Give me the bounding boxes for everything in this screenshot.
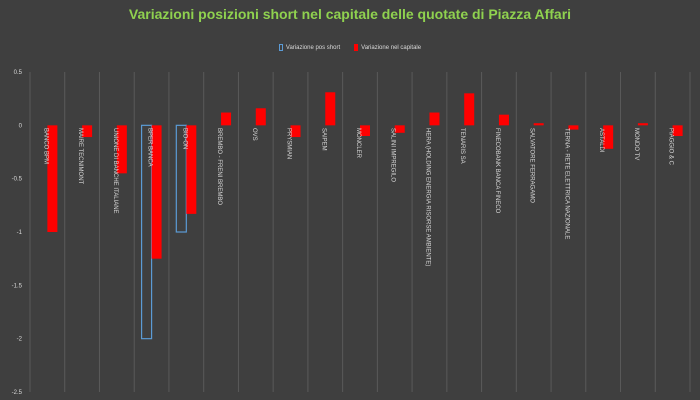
bar-capitale — [151, 125, 162, 259]
category-label: MONCLER — [355, 128, 361, 159]
y-tick-label: -1.5 — [12, 283, 23, 289]
bar-capitale — [255, 108, 266, 126]
category-label: HERA (HOLDING ENERGIA RISORSE AMBIENTE) — [424, 128, 430, 266]
category-label: OVS — [251, 128, 257, 141]
bar-capitale — [568, 125, 579, 130]
legend-swatch-capitale — [354, 44, 359, 51]
bar-capitale — [394, 125, 405, 133]
category-label: BANCO BPM — [42, 128, 48, 164]
y-tick-label: -2 — [17, 337, 23, 343]
bar-capitale — [672, 125, 683, 136]
chart-title: Variazioni posizioni short nel capitale … — [128, 6, 572, 22]
y-tick-label: -1 — [17, 230, 23, 236]
y-tick-label: -0.5 — [12, 177, 23, 183]
category-label: MONDO TV — [633, 128, 639, 160]
category-label: ASTALDI — [598, 128, 604, 153]
bar-capitale — [498, 114, 509, 126]
y-tick-label: 0 — [19, 123, 23, 129]
category-label: SAIPEM — [320, 128, 326, 151]
bar-capitale — [47, 125, 58, 232]
y-tick-label: 0.5 — [14, 70, 23, 76]
bar-capitale — [186, 125, 197, 214]
category-label: FINECOBANK BANCA FINECO — [494, 128, 500, 214]
bar-capitale — [603, 125, 614, 149]
chart-legend: Variazione pos short Variazione nel capi… — [0, 44, 700, 51]
category-label: MAIRE TECNIMONT — [77, 128, 83, 185]
category-label: UNIONE DI BANCHE ITALIANE — [112, 128, 118, 214]
bar-capitale — [533, 123, 544, 126]
category-label: BREMBO - FRENI BREMBO — [216, 128, 222, 205]
bar-capitale — [360, 125, 370, 136]
category-label: PRYSMIAN — [286, 128, 292, 159]
y-tick-label: -2.5 — [12, 390, 23, 396]
bar-capitale — [464, 93, 475, 126]
bar-capitale — [116, 125, 127, 174]
bar-capitale — [637, 123, 648, 126]
bar-capitale — [82, 125, 93, 138]
legend-label-capitale: Variazione nel capitale — [361, 44, 422, 51]
legend-label-short: Variazione pos short — [285, 44, 341, 51]
bar-capitale — [290, 125, 301, 138]
bar-capitale — [221, 112, 232, 126]
category-label: TENARIS SA — [459, 128, 465, 164]
bar-capitale — [325, 92, 336, 126]
legend-swatch-short — [278, 44, 283, 51]
category-label: SALINI IMPREGILO — [390, 128, 396, 182]
category-label: TERNA - RETE ELETTRICA NAZIONALE — [563, 128, 569, 239]
category-label: PIAGGIO & C — [668, 128, 674, 166]
category-label: SALVATORE FERRAGAMO — [529, 128, 535, 203]
bar-capitale — [429, 112, 440, 126]
legend-item-capitale: Variazione nel capitale — [354, 44, 421, 51]
legend-item-short: Variazione pos short — [278, 44, 341, 51]
category-label: BIO-ON — [181, 128, 187, 149]
category-label: BPER BANCA — [147, 128, 153, 167]
